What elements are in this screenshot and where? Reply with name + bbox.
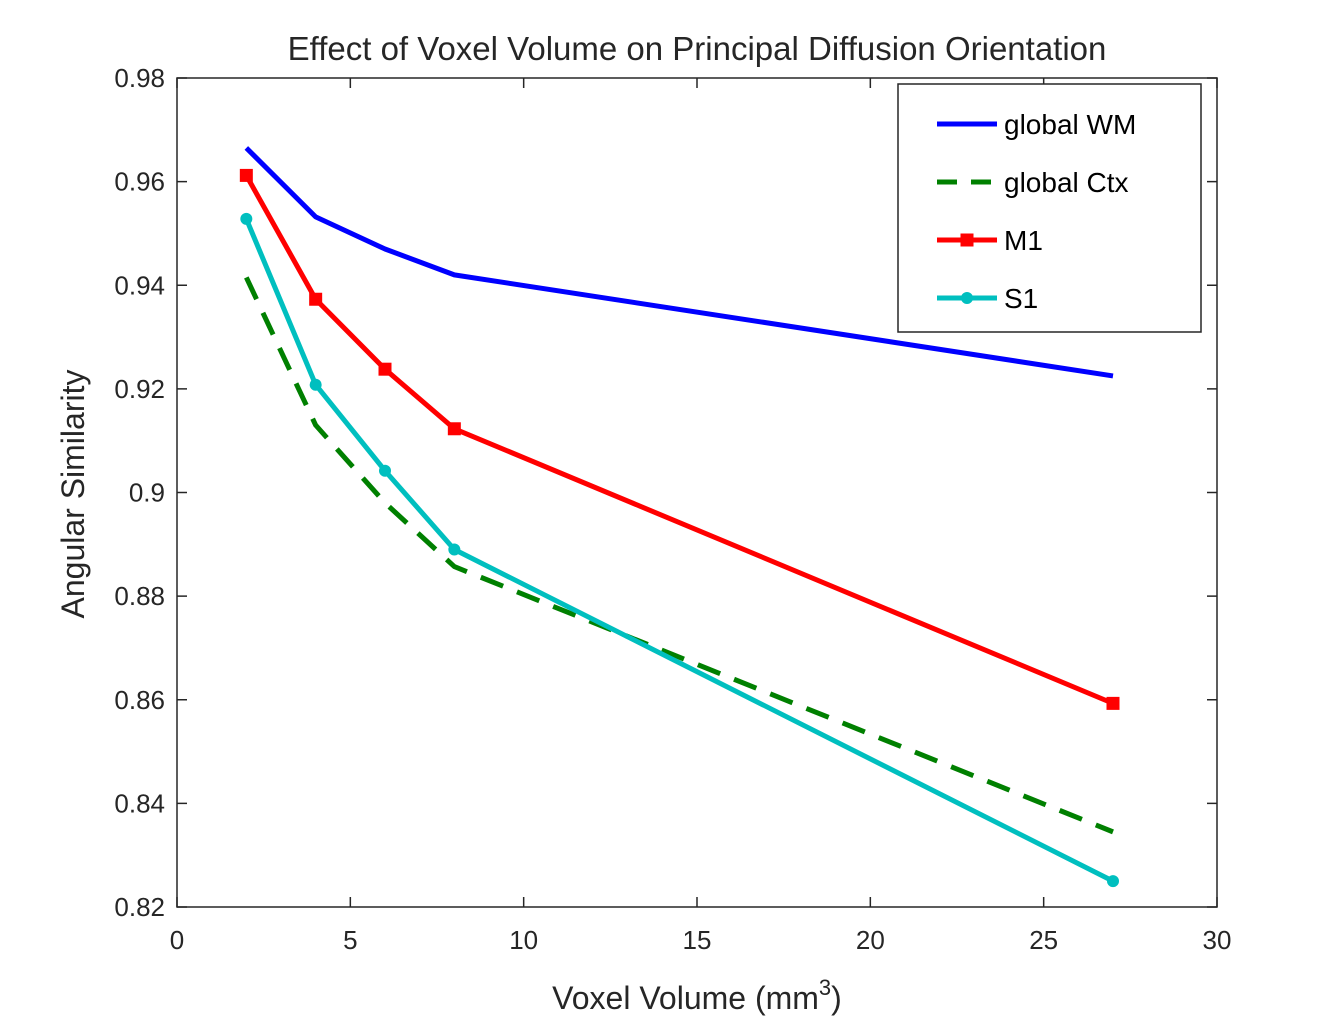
legend-label-global-wm: global WM	[1004, 109, 1136, 140]
series-line-global-ctx	[244, 276, 1114, 835]
y-tick-label: 0.94	[114, 270, 165, 300]
x-tick-label: 0	[170, 925, 184, 955]
x-tick-label: 25	[1029, 925, 1058, 955]
data-point-m1	[378, 362, 392, 376]
y-axis-ticks: 0.82 0.84 0.86 0.88 0.9 0.92 0.94 0.96 0.98	[114, 63, 1217, 922]
legend-label-s1: S1	[1004, 283, 1038, 314]
x-axis-label: Voxel Volume (mm3)	[552, 975, 842, 1016]
data-point-s1	[448, 543, 461, 556]
chart-title: Effect of Voxel Volume on Principal Diff…	[288, 30, 1107, 67]
y-tick-label: 0.82	[114, 892, 165, 922]
x-axis-ticks: 0 5 10 15 20 25 30	[170, 78, 1232, 955]
legend-entry-global-wm: global WM	[937, 109, 1136, 140]
y-tick-label: 0.84	[114, 788, 165, 818]
y-tick-label: 0.96	[114, 167, 165, 197]
x-tick-label: 20	[856, 925, 885, 955]
y-tick-label: 0.9	[129, 478, 165, 508]
series-layer	[239, 146, 1120, 888]
legend-entry-global-ctx: global Ctx	[937, 167, 1129, 198]
data-point-m1	[239, 168, 253, 182]
y-axis-label: Angular Similarity	[55, 370, 91, 619]
data-point-m1	[1106, 696, 1120, 710]
x-axis-label-suffix: )	[831, 980, 842, 1016]
x-tick-label: 10	[509, 925, 538, 955]
series-global-ctx	[244, 276, 1114, 835]
legend-label-global-ctx: global Ctx	[1004, 167, 1129, 198]
data-point-s1	[1107, 875, 1119, 888]
legend-marker-m1	[960, 233, 974, 247]
data-point-s1	[309, 378, 322, 391]
legend-marker-s1	[961, 292, 973, 304]
y-tick-label: 0.92	[114, 374, 165, 404]
y-tick-label: 0.86	[114, 685, 165, 715]
x-tick-label: 5	[343, 925, 357, 955]
legend: global WM global Ctx M1 S1	[897, 83, 1202, 333]
y-tick-label: 0.98	[114, 63, 165, 93]
legend-entry-s1: S1	[937, 283, 1038, 314]
data-point-m1	[309, 292, 323, 306]
legend-label-m1: M1	[1004, 225, 1043, 256]
data-point-s1	[379, 464, 391, 477]
x-tick-label: 15	[683, 925, 712, 955]
x-axis-label-main: Voxel Volume (mm	[552, 980, 819, 1016]
y-tick-label: 0.88	[114, 581, 165, 611]
legend-entry-m1: M1	[937, 225, 1043, 256]
series-s1	[240, 212, 1119, 888]
x-tick-label: 30	[1203, 925, 1232, 955]
series-m1	[239, 168, 1120, 710]
series-line-global-wm	[244, 146, 1114, 379]
data-point-m1	[447, 422, 461, 436]
data-point-s1	[240, 212, 253, 225]
series-global-wm	[244, 146, 1114, 379]
x-axis-label-superscript: 3	[819, 975, 831, 1000]
